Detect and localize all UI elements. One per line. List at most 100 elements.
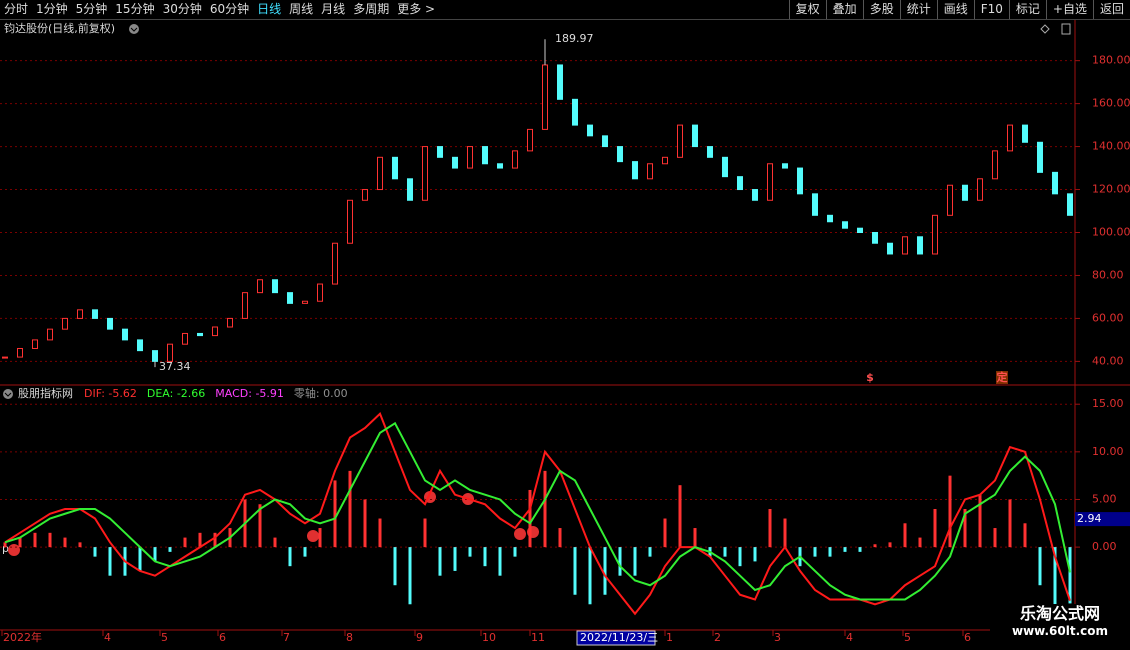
macd-bar	[843, 547, 847, 552]
macd-bar	[378, 518, 382, 548]
macd-bar	[828, 547, 832, 557]
candle	[557, 64, 563, 100]
x-tick-label: 4	[104, 631, 111, 644]
candle	[572, 98, 578, 126]
candle	[737, 176, 743, 191]
candle	[1022, 124, 1028, 143]
period-button[interactable]: 多周期	[353, 2, 390, 16]
y-tick-label: 60.00	[1092, 311, 1124, 324]
y-tick-label: 15.00	[1092, 397, 1124, 410]
candle	[77, 309, 83, 319]
x-tick-label: 2022/11/23/三	[580, 631, 658, 644]
menu-icon[interactable]	[129, 24, 139, 34]
x-tick-label: 7	[283, 631, 290, 644]
period-button[interactable]: 周线	[289, 2, 314, 16]
macd-bar	[1023, 523, 1027, 548]
macd-bar	[48, 532, 52, 548]
candle	[107, 317, 113, 330]
macd-bar	[888, 542, 892, 548]
candle	[542, 64, 548, 130]
macd-bar	[918, 537, 922, 548]
candle	[992, 150, 998, 180]
period-button[interactable]: 15分钟	[115, 2, 155, 16]
y-tick-label: 140.00	[1092, 140, 1130, 153]
period-button[interactable]: 分时	[4, 2, 29, 16]
macd-bar	[963, 509, 967, 548]
tool-button[interactable]: 返回	[1092, 0, 1130, 19]
macd-bar	[858, 547, 862, 552]
candle	[452, 156, 458, 169]
period-button[interactable]: 5分钟	[75, 2, 108, 16]
candle	[947, 184, 953, 216]
candle	[347, 199, 353, 244]
macd-bar	[948, 475, 952, 548]
macd-bar	[528, 489, 532, 548]
y-tick-label: 160.00	[1092, 97, 1130, 110]
candle	[1007, 124, 1013, 152]
panel-icon[interactable]	[1061, 23, 1071, 35]
period-button[interactable]: 日线	[257, 2, 282, 16]
signal-tag: p	[2, 542, 9, 555]
stock-title: 钧达股份(日线,前复权)	[4, 21, 115, 35]
tool-button[interactable]: +自选	[1045, 0, 1093, 19]
signal-icon	[8, 544, 20, 556]
candle	[242, 292, 248, 319]
candle	[977, 178, 983, 201]
macd-bar	[1068, 547, 1072, 604]
tool-button[interactable]: 叠加	[825, 0, 863, 19]
tool-button[interactable]: 复权	[788, 0, 826, 19]
macd-bar	[258, 504, 262, 548]
candle	[617, 146, 623, 163]
macd-bar	[333, 480, 337, 548]
x-tick-label: 3	[774, 631, 781, 644]
candle	[842, 221, 848, 229]
macd-bar	[738, 547, 742, 567]
x-tick-label: 4	[846, 631, 853, 644]
period-button[interactable]: 更多 >	[397, 2, 436, 16]
macd-bar	[783, 518, 787, 548]
candle	[587, 124, 593, 137]
candle	[692, 124, 698, 148]
candle	[857, 227, 863, 233]
x-tick-label: 2	[714, 631, 721, 644]
x-tick-label: 11	[531, 631, 545, 644]
min-label: 37.34	[159, 360, 191, 373]
toolbar: 分时 1分钟 5分钟 15分钟 30分钟 60分钟 日线 周线 月线 多周期 更多 > 复权 叠加 多股…	[0, 0, 1130, 20]
current-value-box	[1075, 512, 1130, 527]
macd-bar	[33, 532, 37, 548]
tool-button[interactable]: 多股	[862, 0, 900, 19]
macd-bar	[558, 528, 562, 548]
candle	[497, 163, 503, 169]
menu-icon[interactable]	[3, 389, 13, 399]
menu-icon-chevron	[130, 27, 138, 32]
tool-button[interactable]: 标记	[1008, 0, 1046, 19]
period-button[interactable]: 30分钟	[162, 2, 202, 16]
macd-bar	[108, 547, 112, 576]
watermark-name: 乐淘公式网	[1019, 604, 1100, 623]
candle	[632, 161, 638, 180]
candle	[152, 350, 158, 362]
candle	[437, 146, 443, 158]
watermark: 乐淘公式网 www.60lt.com	[990, 604, 1130, 640]
macd-bar	[318, 528, 322, 548]
macd-bar	[1008, 499, 1012, 548]
macd-bar	[423, 518, 427, 548]
tool-button[interactable]: 画线	[936, 0, 974, 19]
candle	[887, 242, 893, 255]
period-button[interactable]: 月线	[321, 2, 346, 16]
candle	[257, 279, 263, 294]
macd-bar	[213, 532, 217, 548]
tool-button[interactable]: 统计	[899, 0, 937, 19]
macd-bar	[3, 542, 7, 548]
legend-entry: DEA: -2.66	[147, 387, 205, 400]
period-button[interactable]: 1分钟	[36, 2, 68, 16]
tool-button[interactable]: F10	[973, 0, 1009, 19]
macd-bar	[348, 470, 352, 548]
macd-bar	[1053, 547, 1057, 614]
diamond-icon[interactable]	[1040, 24, 1050, 34]
macd-bar	[198, 532, 202, 548]
y-tick-label: 80.00	[1092, 268, 1124, 281]
macd-bar	[933, 509, 937, 548]
marker: 定	[997, 370, 1008, 384]
period-button[interactable]: 60分钟	[209, 2, 250, 16]
